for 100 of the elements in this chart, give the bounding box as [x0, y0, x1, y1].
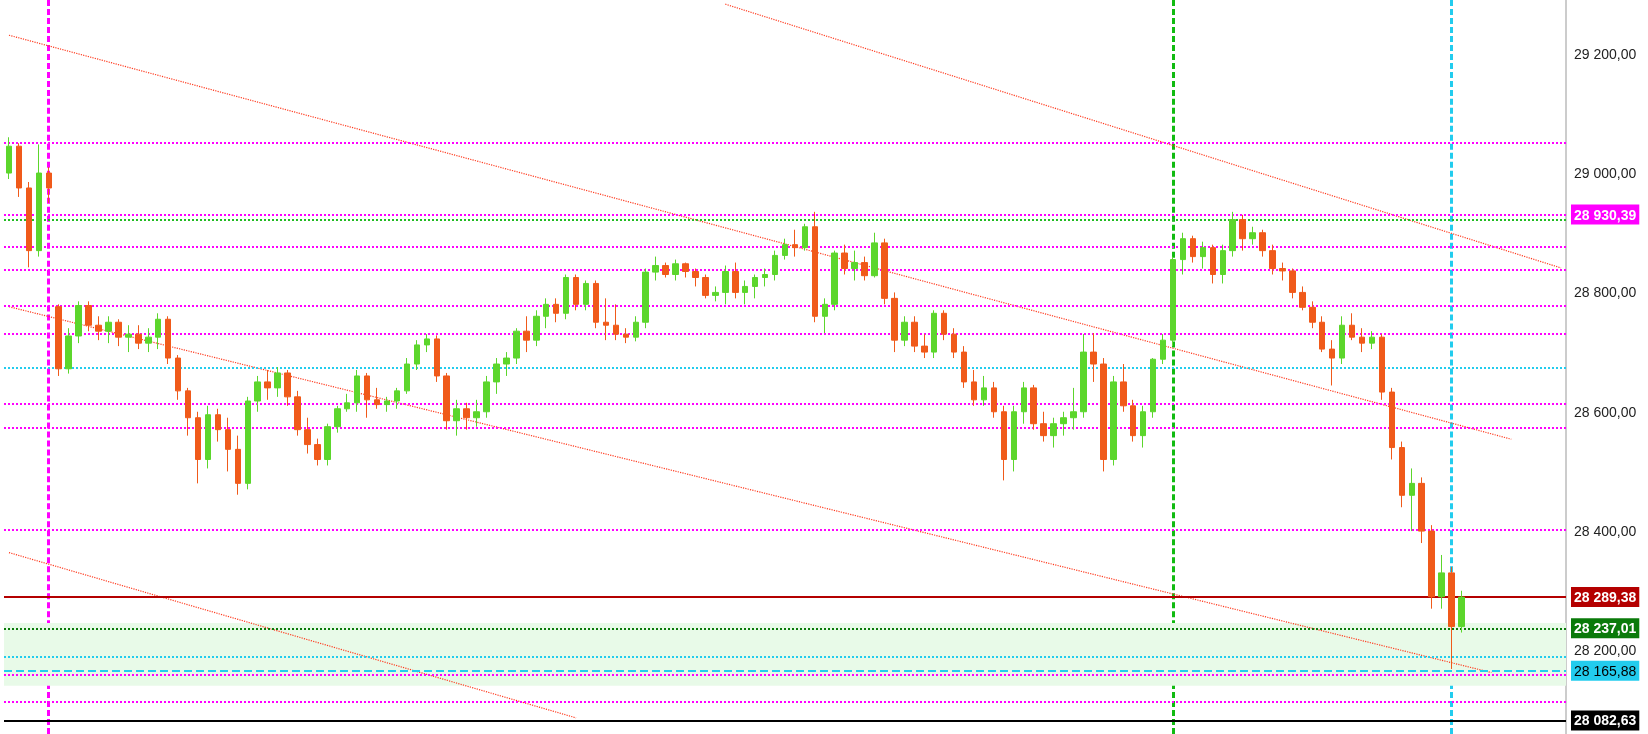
- candlestick: [245, 396, 251, 490]
- candlestick: [354, 369, 360, 413]
- candlestick: [374, 387, 380, 410]
- candlestick: [254, 375, 261, 413]
- candlestick: [642, 268, 649, 329]
- candlestick: [931, 309, 937, 359]
- y-tick-label: 28 800,00: [1574, 284, 1637, 301]
- candlestick: [264, 369, 271, 401]
- candlestick: [195, 411, 201, 484]
- candlestick: [26, 181, 32, 268]
- candlestick: [314, 438, 321, 466]
- ref-line-label: 28 930,39: [1574, 206, 1637, 223]
- candlestick: [802, 223, 808, 252]
- candlestick: [344, 393, 350, 413]
- candlestick: [1070, 387, 1077, 431]
- candlestick: [145, 327, 152, 353]
- candlestick: [115, 318, 122, 347]
- candlestick: [1369, 330, 1375, 350]
- candlestick: [583, 279, 589, 311]
- y-tick-label: 28 600,00: [1574, 403, 1637, 420]
- candlestick: [772, 250, 778, 281]
- candlestick: [394, 387, 400, 410]
- candlestick: [762, 268, 768, 287]
- candlestick: [1170, 256, 1176, 347]
- candlestick: [1359, 327, 1365, 353]
- y-tick-label: 29 200,00: [1574, 45, 1637, 62]
- ref-line-label: 28 237,01: [1574, 620, 1637, 637]
- candlestick: [662, 262, 669, 278]
- candlestick: [712, 285, 719, 302]
- candlestick: [692, 268, 699, 287]
- candlestick: [215, 408, 221, 443]
- candlestick: [543, 297, 549, 329]
- candlestick: [1150, 357, 1156, 419]
- candlestick: [165, 315, 171, 365]
- candlestick: [46, 166, 52, 204]
- candlestick: [125, 324, 132, 353]
- candlestick: [294, 390, 301, 437]
- ref-line-label: 28 165,88: [1574, 662, 1637, 679]
- candlestick: [1389, 387, 1395, 460]
- candlestick: [752, 274, 758, 299]
- candlestick: [1100, 357, 1107, 472]
- candlestick: [364, 372, 370, 419]
- candlestick: [493, 357, 500, 395]
- candlestick: [981, 375, 987, 407]
- ref-line-label: 28 289,38: [1574, 589, 1637, 606]
- candlestick: [135, 324, 142, 350]
- candlestick: [453, 399, 460, 437]
- candlestick: [1229, 211, 1236, 258]
- candlestick: [443, 372, 450, 431]
- candlestick: [971, 369, 977, 407]
- candlestick: [613, 303, 619, 341]
- y-tick-label: 28 200,00: [1574, 642, 1637, 659]
- candlestick: [1001, 405, 1007, 481]
- candlestick: [891, 291, 898, 353]
- candlestick: [881, 238, 888, 305]
- candlestick: [414, 339, 420, 371]
- candlestick: [1279, 262, 1286, 281]
- candlestick: [682, 262, 689, 278]
- candlestick: [732, 262, 739, 299]
- candlestick: [851, 250, 858, 281]
- candlestick: [434, 334, 440, 383]
- candlestick: [404, 357, 410, 395]
- candlestick: [722, 265, 729, 305]
- candlestick: [75, 300, 82, 344]
- candlestick: [1269, 244, 1276, 275]
- candlestick: [603, 297, 609, 341]
- y-tick-label: 29 000,00: [1574, 165, 1637, 182]
- candlestick: [1120, 363, 1127, 413]
- candlestick: [702, 274, 709, 299]
- candlestick: [1210, 244, 1216, 284]
- candlestick: [55, 303, 62, 377]
- candlestick: [831, 250, 838, 311]
- candlestick: [523, 315, 530, 353]
- candlestick: [185, 387, 191, 437]
- candlestick: [1329, 339, 1335, 386]
- candlestick: [1200, 241, 1206, 270]
- candlestick: [284, 369, 291, 407]
- candlestick: [1438, 554, 1445, 610]
- candlestick: [1428, 524, 1435, 610]
- candlestick: [1060, 411, 1067, 437]
- candlestick: [424, 333, 430, 353]
- candlestick: [1259, 229, 1266, 258]
- candlestick: [991, 381, 997, 419]
- candlestick: [304, 417, 311, 455]
- candlestick: [205, 405, 211, 469]
- candlestick: [871, 232, 878, 278]
- candlestick: [623, 327, 629, 344]
- candlestick: [155, 312, 161, 350]
- candlestick: [36, 143, 42, 258]
- candlestick: [1110, 375, 1117, 466]
- candlestick: [782, 238, 788, 261]
- candlestick: [593, 279, 599, 329]
- candlestick: [1080, 333, 1087, 419]
- candlestick: [483, 375, 490, 419]
- candlestick: [1220, 244, 1226, 284]
- candlestick: [1299, 285, 1306, 311]
- candlestick: [225, 417, 231, 472]
- candlestick: [1249, 226, 1256, 246]
- candlestick: [1409, 467, 1415, 532]
- candlestick: [1180, 232, 1186, 275]
